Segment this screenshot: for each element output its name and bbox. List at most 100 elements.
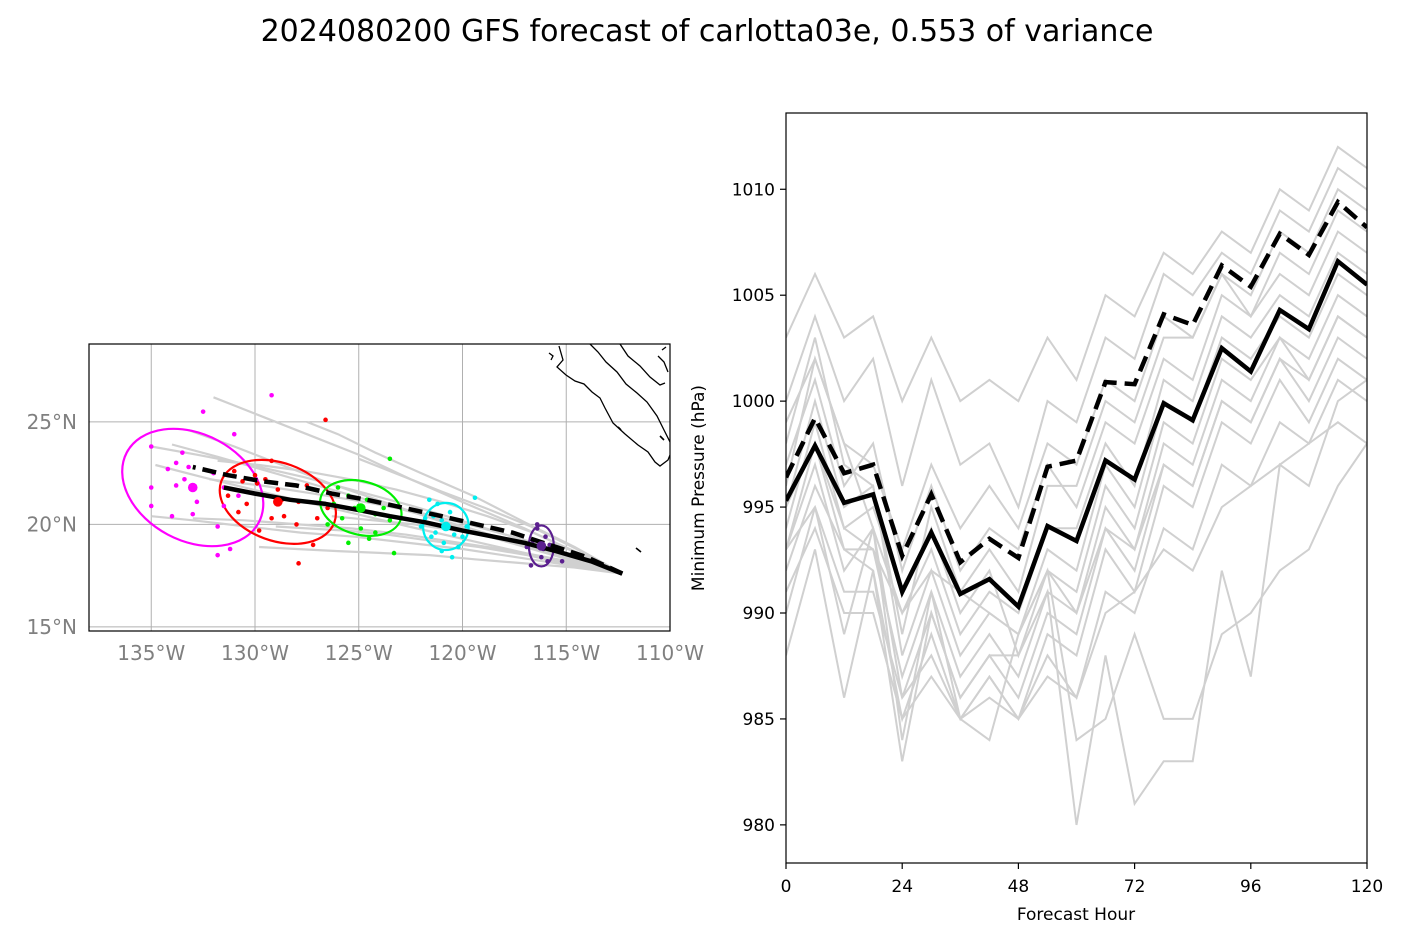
member-position — [460, 534, 465, 539]
x-tick-label: 72 — [1124, 877, 1146, 897]
member-position — [464, 524, 469, 529]
ellipse-center-12h — [187, 482, 198, 493]
ensemble-track — [151, 515, 623, 575]
ensemble-pressure-line — [786, 336, 1367, 700]
member-position — [387, 518, 393, 523]
ensemble-pressure-line — [786, 187, 1367, 553]
member-position — [269, 392, 274, 398]
ensemble-pressure-line — [786, 421, 1367, 722]
ensemble-track — [259, 545, 623, 575]
member-position — [215, 524, 220, 529]
map-xtick-label: 120°W — [429, 641, 497, 665]
member-position — [169, 513, 175, 519]
member-position — [422, 515, 428, 521]
x-axis-label: Forecast Hour — [1017, 905, 1135, 925]
ensemble-pressure-line — [786, 145, 1367, 404]
member-position — [439, 548, 445, 554]
member-position — [335, 485, 341, 490]
member-position — [381, 505, 386, 511]
member-position — [236, 509, 241, 515]
member-position — [269, 458, 274, 464]
member-position — [447, 509, 453, 515]
y-tick-label: 985 — [743, 710, 775, 730]
coastline-baja-california — [548, 344, 670, 553]
member-position — [294, 522, 299, 527]
map-xtick-label: 110°W — [636, 641, 704, 665]
member-position — [215, 552, 220, 558]
member-position — [325, 505, 330, 511]
ensemble-pressure-line — [786, 230, 1367, 575]
member-position — [165, 466, 171, 472]
ensemble-pressure-line — [786, 251, 1367, 637]
y-tick-label: 995 — [743, 498, 775, 518]
member-position — [231, 468, 237, 474]
member-position — [200, 409, 206, 414]
member-position — [433, 530, 438, 535]
member-position — [391, 550, 397, 556]
member-position — [148, 503, 154, 509]
member-position — [472, 495, 478, 501]
x-tick-label: 48 — [1008, 877, 1030, 897]
pressure-plot-frame — [785, 112, 1368, 864]
member-position — [545, 559, 550, 564]
member-position — [148, 444, 154, 449]
uncertainty-ellipse-24h — [218, 458, 338, 545]
member-position — [451, 532, 457, 537]
map-xtick-label: 125°W — [325, 641, 393, 665]
member-position — [435, 501, 440, 507]
member-position — [534, 522, 540, 527]
member-position — [358, 526, 364, 531]
member-position — [559, 559, 565, 564]
ensemble-pressure-line — [786, 442, 1367, 742]
member-position — [325, 522, 330, 527]
pressure-tick-labels: 0 24 48 72 96 120 980 985 990 995 1000 1005 1010 — [732, 180, 1383, 897]
ensemble-pressure-line — [786, 379, 1367, 826]
member-position — [387, 456, 393, 462]
member-position — [252, 472, 258, 478]
member-position — [366, 536, 372, 542]
x-tick-label: 120 — [1351, 877, 1383, 897]
member-position — [339, 515, 345, 521]
member-position — [180, 450, 185, 455]
ensemble-track — [358, 457, 623, 575]
ensemble-pressure-line — [786, 357, 1367, 723]
mean-pressure-line — [786, 257, 1367, 611]
x-tick-label: 96 — [1240, 877, 1262, 897]
map-tick-labels: 135°W 130°W 125°W 120°W 115°W 110°W 15°N 20°N 25… — [27, 410, 705, 665]
member-position — [173, 460, 179, 466]
ensemble-track — [217, 459, 623, 575]
member-position — [231, 431, 237, 437]
member-position — [236, 493, 241, 499]
figure-title: 2024080200 GFS forecast of carlotta03e, … — [261, 14, 1154, 49]
member-position — [314, 515, 320, 521]
ensemble-pressure-line — [786, 314, 1367, 636]
member-position — [539, 554, 544, 560]
member-position — [373, 530, 378, 535]
member-position — [456, 544, 461, 550]
ensemble-track — [275, 525, 623, 575]
ensemble-pressure-lines — [786, 145, 1367, 826]
ellipse-center-96h — [536, 541, 547, 551]
pressure-chart: 0 24 48 72 96 120 980 985 990 995 1000 1005 1010 For… — [689, 112, 1383, 925]
y-tick-label: 1005 — [732, 286, 775, 306]
member-position — [296, 561, 301, 566]
member-position — [441, 540, 447, 546]
member-position — [281, 513, 287, 519]
y-axis-label: Minimum Pressure (hPa) — [689, 385, 709, 591]
mean-tracks — [187, 464, 624, 576]
member-position — [449, 554, 455, 560]
x-tick-label: 0 — [781, 877, 792, 897]
member-position — [427, 497, 432, 503]
mean-and-control-pressure-lines — [786, 198, 1367, 611]
member-position — [275, 487, 281, 492]
member-position — [173, 483, 179, 488]
map-ytick-label: 15°N — [27, 615, 77, 639]
map-xtick-label: 130°W — [221, 641, 289, 665]
member-position — [528, 563, 534, 568]
x-tick-label: 24 — [891, 877, 913, 897]
member-position — [534, 526, 540, 531]
y-tick-label: 1000 — [732, 392, 775, 412]
member-position — [256, 528, 262, 533]
member-position — [244, 501, 249, 507]
